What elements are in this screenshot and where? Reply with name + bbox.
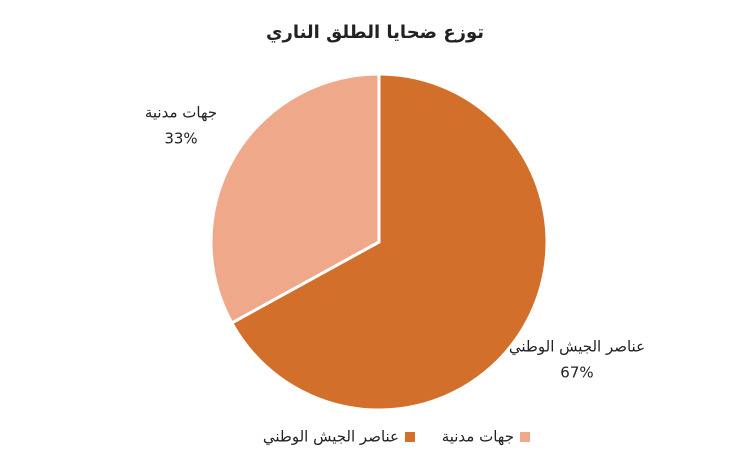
legend-label: جهات مدنية (442, 428, 514, 446)
pie-slice (209, 72, 381, 325)
legend-label: عناصر الجيش الوطني (263, 428, 399, 447)
chart-title: توزع ضحايا الطلق الناري (266, 22, 484, 43)
slice-label: جهات مدنية (145, 103, 217, 121)
pie-slice (229, 72, 549, 412)
legend-swatch (405, 432, 415, 442)
slice-label: عناصر الجيش الوطني (509, 338, 645, 357)
legend-swatch (520, 432, 530, 442)
slice-value-label: 33% (164, 129, 197, 147)
slice-value-label: 67% (560, 364, 593, 382)
